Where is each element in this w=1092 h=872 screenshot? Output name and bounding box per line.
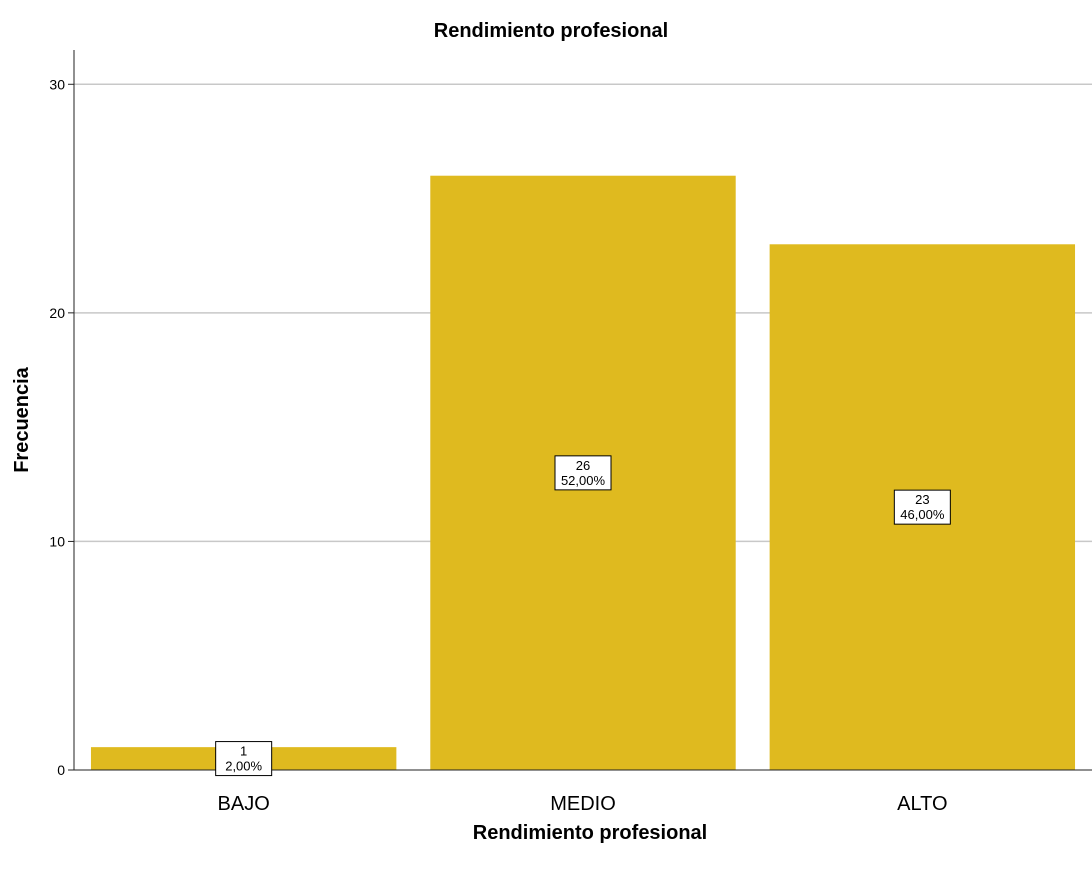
y-tick-labels: 0 10 20 30 bbox=[49, 76, 65, 778]
data-label-box-medio bbox=[554, 455, 612, 491]
data-label-box-alto bbox=[893, 489, 951, 525]
data-label-bajo-percent: 2,00% bbox=[225, 759, 262, 774]
x-axis-label: Rendimiento profesional bbox=[473, 822, 707, 844]
data-label-alto-percent: 46,00% bbox=[900, 507, 945, 522]
data-label-medio-percent: 52,00% bbox=[561, 473, 606, 488]
x-tick-label-alto: ALTO bbox=[897, 793, 947, 815]
y-tick-label-10: 10 bbox=[49, 533, 65, 549]
y-tick-label-20: 20 bbox=[49, 305, 65, 321]
x-tick-label-bajo: BAJO bbox=[218, 793, 270, 815]
data-label-alto-count: 23 bbox=[915, 492, 929, 507]
x-tick-labels: BAJO MEDIO ALTO bbox=[218, 793, 948, 815]
y-tick-label-30: 30 bbox=[49, 76, 65, 92]
y-axis-label: Frecuencia bbox=[11, 366, 33, 472]
data-label-box-bajo bbox=[215, 741, 273, 777]
x-tick-label-medio: MEDIO bbox=[550, 793, 616, 815]
data-label-bajo-count: 1 bbox=[240, 744, 247, 759]
data-label-medio-count: 26 bbox=[576, 458, 590, 473]
y-tick-label-0: 0 bbox=[57, 762, 65, 778]
chart-title: Rendimiento profesional bbox=[434, 20, 668, 42]
